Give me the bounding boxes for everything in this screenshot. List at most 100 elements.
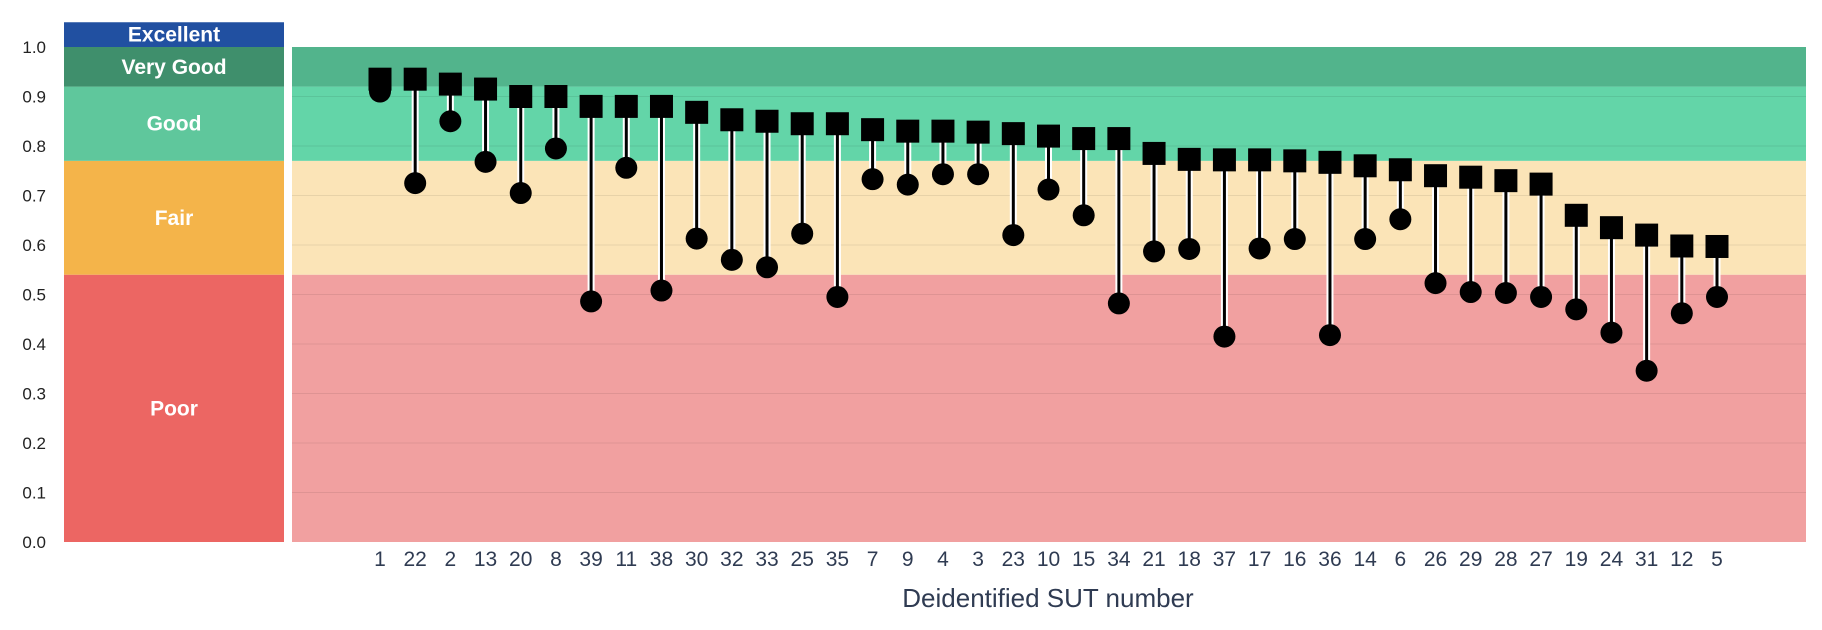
circle-marker — [1002, 224, 1025, 247]
circle-marker — [756, 256, 779, 279]
square-marker — [1001, 122, 1025, 146]
square-marker — [474, 77, 498, 101]
square-marker — [1353, 154, 1377, 178]
square-markers — [368, 67, 1729, 258]
x-tick-label: 20 — [509, 548, 532, 571]
band-key-poor — [64, 274, 284, 542]
square-marker — [931, 119, 955, 143]
x-tick-label: 19 — [1565, 548, 1588, 571]
circle-marker — [1565, 298, 1588, 321]
circle-marker — [1494, 282, 1517, 305]
square-marker — [1177, 147, 1201, 171]
x-tick-label: 4 — [937, 548, 949, 571]
x-tick-label: 1 — [374, 548, 386, 571]
y-tick-label: 0.7 — [22, 187, 46, 206]
circle-marker — [474, 150, 497, 173]
band-key-very-good — [64, 47, 284, 87]
circle-marker — [509, 182, 532, 205]
y-axis: 0.0 0.1 0.2 0.3 0.4 0.5 0.6 0.7 0.8 0.9 1.0 — [22, 38, 46, 552]
circle-markers — [369, 80, 1728, 382]
x-tick-label: 32 — [720, 548, 743, 571]
square-marker — [1283, 149, 1307, 173]
y-tick-label: 1.0 — [22, 38, 46, 57]
square-marker — [509, 85, 533, 108]
square-marker — [1424, 164, 1448, 188]
x-tick-label: 26 — [1424, 548, 1447, 571]
circle-marker — [1459, 281, 1482, 304]
circle-marker — [1424, 272, 1447, 295]
x-tick-label: 5 — [1711, 548, 1723, 571]
circle-marker — [1178, 237, 1201, 260]
x-tick-label: 29 — [1459, 548, 1482, 571]
square-marker — [1564, 203, 1588, 227]
x-tick-label: 37 — [1213, 548, 1236, 571]
plot-band-poor — [292, 274, 1806, 542]
circle-marker — [544, 137, 567, 160]
square-marker — [720, 108, 744, 132]
x-tick-label: 16 — [1283, 548, 1306, 571]
square-marker — [1705, 234, 1729, 258]
band-label-fair: Fair — [155, 207, 194, 230]
x-tick-label: 15 — [1072, 548, 1095, 571]
band-label-very-good: Very Good — [121, 56, 226, 79]
square-marker — [1459, 165, 1483, 189]
x-tick-label: 14 — [1353, 548, 1377, 571]
y-tick-label: 0.6 — [22, 236, 46, 255]
square-marker — [1670, 234, 1694, 258]
square-marker — [1072, 127, 1096, 151]
y-tick-label: 0.5 — [22, 286, 46, 305]
circle-marker — [404, 172, 427, 195]
x-tick-label: 7 — [867, 548, 879, 571]
x-tick-label: 2 — [445, 548, 457, 571]
y-tick-label: 0.2 — [22, 434, 46, 453]
square-marker — [1529, 172, 1553, 196]
square-marker — [579, 94, 603, 118]
y-tick-label: 0.0 — [22, 533, 46, 552]
band-label-good: Good — [147, 113, 202, 136]
square-marker — [685, 100, 709, 124]
circle-marker — [967, 163, 990, 186]
square-marker — [790, 112, 814, 136]
x-tick-label: 17 — [1248, 548, 1271, 571]
x-tick-label: 35 — [826, 548, 849, 571]
circle-marker — [1283, 228, 1306, 251]
x-tick-label: 10 — [1037, 548, 1060, 571]
circle-marker — [1530, 285, 1553, 308]
square-marker — [368, 67, 392, 91]
circle-marker — [1318, 324, 1341, 347]
circle-marker — [826, 285, 849, 308]
x-tick-label: 28 — [1494, 548, 1517, 571]
circle-marker — [931, 163, 954, 186]
y-tick-label: 0.1 — [22, 484, 46, 503]
circle-marker — [1706, 285, 1728, 308]
band-label-excellent: Excellent — [128, 24, 220, 47]
square-marker — [1318, 150, 1342, 174]
circle-marker — [1670, 302, 1693, 325]
square-marker — [1635, 223, 1659, 247]
circle-marker — [1037, 178, 1060, 201]
x-axis-label: Deidentified SUT number — [902, 583, 1194, 613]
circle-marker — [615, 156, 638, 179]
square-marker — [1494, 169, 1518, 193]
x-tick-label: 23 — [1002, 548, 1025, 571]
square-marker — [1037, 124, 1060, 148]
circle-marker — [1600, 321, 1623, 344]
circle-marker — [1635, 359, 1658, 382]
x-tick-label: 24 — [1600, 548, 1624, 571]
x-tick-label: 38 — [650, 548, 673, 571]
y-tick-label: 0.9 — [22, 88, 46, 107]
x-tick-label: 21 — [1142, 548, 1165, 571]
square-marker — [1388, 158, 1412, 182]
x-tick-label: 11 — [615, 548, 637, 571]
x-tick-label: 6 — [1394, 548, 1406, 571]
x-tick-label: 9 — [902, 548, 914, 571]
circle-marker — [720, 248, 743, 271]
x-tick-label: 3 — [972, 548, 984, 571]
square-marker — [1248, 148, 1272, 172]
circle-marker — [439, 110, 462, 133]
x-tick-label: 13 — [474, 548, 497, 571]
square-marker — [861, 118, 885, 142]
x-tick-label: 30 — [685, 548, 708, 571]
x-axis: 1 22 2 13 20 8 39 11 38 30 32 33 25 35 7 9 4 3 23 10 15 34 21 1… — [374, 548, 1723, 571]
square-marker — [1107, 127, 1131, 151]
